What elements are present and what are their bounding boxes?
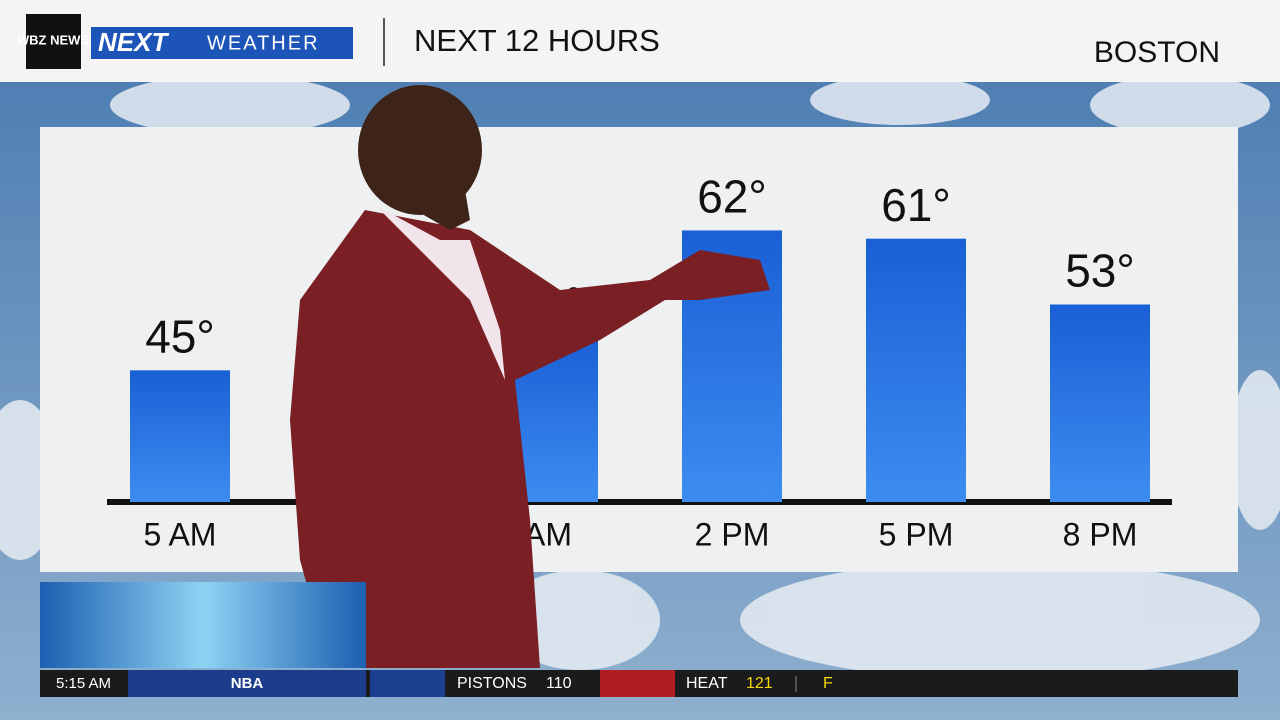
ticker-score: 110 [546,675,572,692]
promo-bug [40,582,366,668]
value-label: 61° [881,179,951,231]
x-tick-label: AM [524,516,572,552]
station-logo [26,14,81,69]
value-label: 53° [1065,245,1135,297]
ticker-team: PISTONS [457,675,527,692]
chart-title: NEXT 12 HOURS [414,23,660,58]
brand-name: NEXT [98,27,169,57]
ticker-score: 121 [746,675,773,692]
ticker-team: HEAT [686,675,728,692]
presenter [290,85,770,668]
x-tick-label: 5 PM [879,516,954,552]
team-logo [600,670,675,697]
x-tick-label: 8 PM [1063,516,1138,552]
bar [1050,304,1150,502]
team-logo [370,670,445,697]
brand-box [91,27,353,59]
location: BOSTON [1094,36,1220,69]
bar [866,238,966,502]
ticker-league: NBA [231,675,264,692]
station-name: WBZ NEWS [17,32,90,47]
value-label: 62° [697,171,767,223]
x-tick-label: 2 PM [695,516,770,552]
x-tick-label: 5 AM [144,516,217,552]
ticker-time: 5:15 AM [56,675,111,692]
brand-segment: WEATHER [207,32,320,54]
chart-panel [40,127,1238,572]
ticker-league-box [128,670,366,697]
bar [130,370,230,502]
value-label: 45° [145,310,215,362]
clouds [0,75,1280,680]
ticker-status: F [823,675,833,692]
